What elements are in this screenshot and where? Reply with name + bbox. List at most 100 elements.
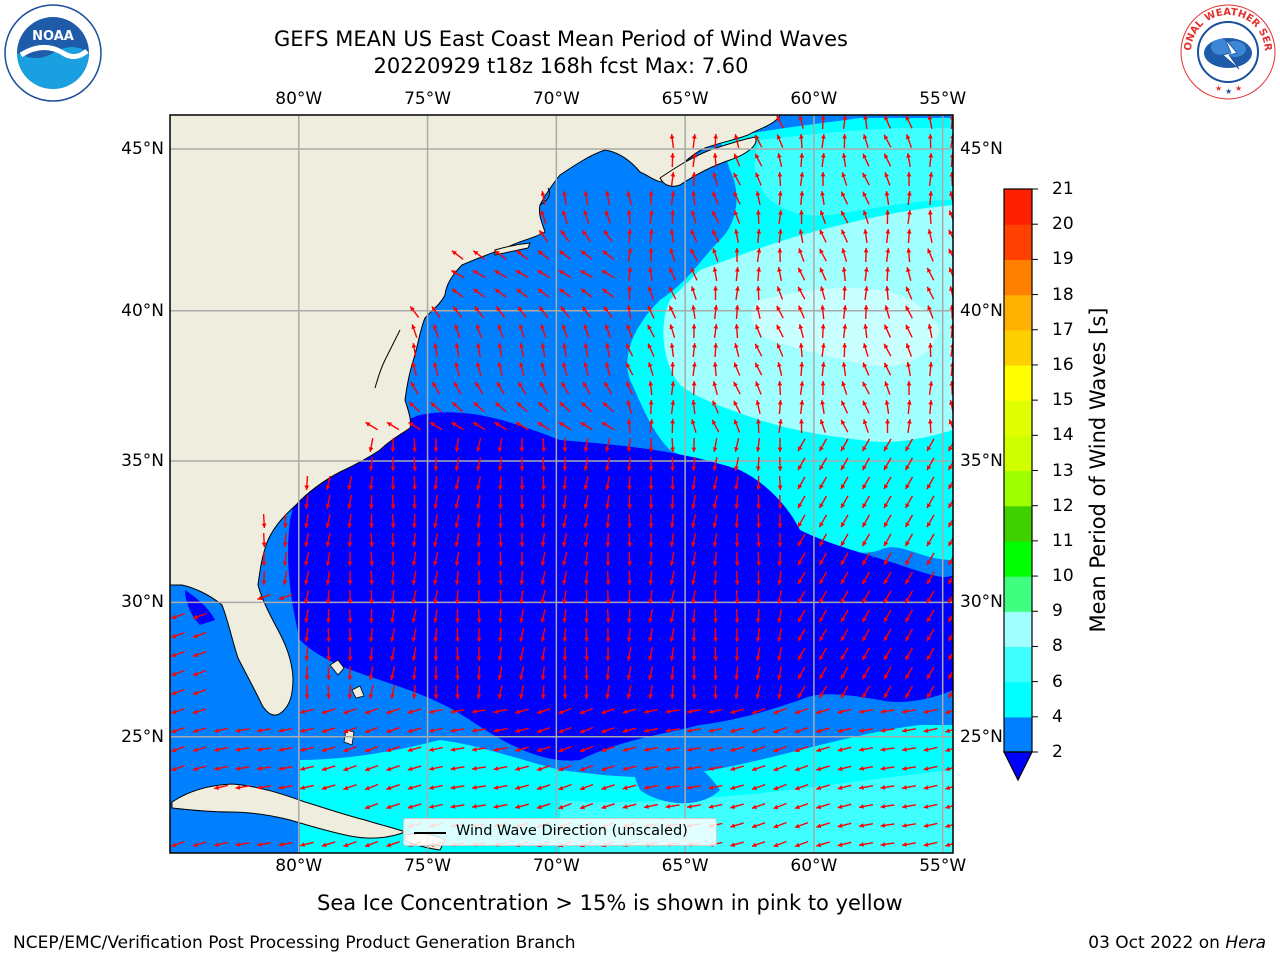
wave-direction-arrowhead xyxy=(776,115,781,121)
lon-tick-label: 75°W xyxy=(404,856,452,876)
lat-tick-label: 25°N xyxy=(960,726,1003,747)
wave-direction-arrowhead xyxy=(647,305,652,311)
wave-direction-arrowhead xyxy=(476,618,482,623)
wave-direction-arrowhead xyxy=(841,674,846,680)
wave-direction-arrowhead xyxy=(408,422,414,427)
wave-direction-arrowhead xyxy=(261,580,267,585)
wave-direction-arrowhead xyxy=(755,305,761,310)
wave-direction-arrowhead xyxy=(626,400,632,406)
wave-direction-arrowhead xyxy=(798,636,803,642)
wave-direction-arrowhead xyxy=(411,637,417,642)
wave-direction-arrowhead xyxy=(407,804,413,809)
wave-direction-arrowhead xyxy=(347,523,352,528)
wave-direction-arrowhead xyxy=(691,561,696,566)
wave-direction-arrowhead xyxy=(282,542,288,547)
wave-direction-arrowhead xyxy=(192,766,198,771)
wave-direction-arrowhead xyxy=(347,618,353,623)
wave-direction-arrowhead xyxy=(321,785,327,791)
wave-direction-arrowhead xyxy=(799,172,805,177)
wave-direction-arrowhead xyxy=(794,747,800,753)
wave-direction-arrowhead xyxy=(583,343,589,348)
wave-direction-arrowhead xyxy=(562,561,567,566)
wave-direction-arrowhead xyxy=(648,523,654,528)
wave-direction-arrowhead xyxy=(304,504,310,509)
wave-direction-arrowhead xyxy=(368,637,374,642)
wave-direction-arrowhead xyxy=(670,400,676,405)
wave-direction-arrowhead xyxy=(605,485,610,490)
wave-direction-arrowhead xyxy=(560,230,566,236)
wave-direction-arrowhead xyxy=(476,580,482,585)
wave-direction-arrowhead xyxy=(433,694,439,699)
wave-direction-arrowhead xyxy=(450,728,456,733)
wave-direction-arrowhead xyxy=(691,694,697,699)
wave-direction-arrowhead xyxy=(734,485,739,490)
wave-direction-arrowhead xyxy=(945,747,951,752)
wave-direction-arrowhead xyxy=(902,823,907,828)
wave-direction-arrowhead xyxy=(691,305,696,310)
colorbar-segment xyxy=(1004,611,1032,648)
wave-direction-arrowhead xyxy=(626,362,631,368)
wave-direction-arrowhead xyxy=(927,560,932,566)
wave-direction-arrowhead xyxy=(369,542,374,547)
wave-direction-arrowhead xyxy=(648,637,653,642)
wave-direction-arrowhead xyxy=(605,447,610,452)
wave-direction-arrowhead xyxy=(347,542,353,547)
wave-direction-arrowhead xyxy=(559,250,565,256)
wave-direction-arrowhead xyxy=(560,306,566,312)
wave-direction-arrowhead xyxy=(670,153,675,158)
wave-direction-arrowhead xyxy=(304,656,310,661)
wave-direction-arrowhead xyxy=(605,561,611,566)
wave-direction-arrowhead xyxy=(278,785,284,790)
wave-direction-arrowhead xyxy=(583,362,589,368)
wave-direction-arrowhead xyxy=(755,637,761,642)
wave-direction-arrowhead xyxy=(819,267,825,273)
wave-direction-arrowhead xyxy=(214,842,219,847)
wave-direction-arrowhead xyxy=(648,362,653,368)
wave-direction-arrowhead xyxy=(540,191,546,196)
wave-direction-arrowhead xyxy=(476,637,482,642)
wave-direction-arrowhead xyxy=(304,580,309,585)
wave-direction-arrowhead xyxy=(515,785,521,790)
legend-label: Wind Wave Direction (unscaled) xyxy=(456,823,688,839)
wave-direction-arrowhead xyxy=(558,766,564,772)
wave-direction-arrowhead xyxy=(669,618,675,623)
wave-direction-arrowhead xyxy=(884,693,889,699)
wave-direction-arrowhead xyxy=(733,419,739,425)
wave-direction-arrowhead xyxy=(583,447,589,452)
wave-direction-arrowhead xyxy=(691,419,696,425)
wave-direction-arrowhead xyxy=(773,823,779,829)
wave-direction-arrowhead xyxy=(407,785,413,790)
wave-direction-arrowhead xyxy=(777,656,782,661)
wave-direction-arrowhead xyxy=(601,766,607,772)
wave-direction-arrowhead xyxy=(884,579,889,585)
wave-direction-arrowhead xyxy=(450,747,456,752)
wave-direction-arrowhead xyxy=(692,153,697,158)
wave-direction-arrowhead xyxy=(472,709,477,714)
wave-direction-arrowhead xyxy=(455,618,460,623)
wave-direction-arrowhead xyxy=(691,381,697,386)
wave-direction-arrowhead xyxy=(691,504,696,509)
wave-direction-arrowhead xyxy=(603,306,609,312)
wave-direction-arrowhead xyxy=(386,785,392,791)
wave-direction-arrowhead xyxy=(691,324,697,329)
wave-direction-arrowhead xyxy=(777,248,783,253)
wave-direction-arrowhead xyxy=(927,674,932,680)
wave-direction-arrowhead xyxy=(626,618,632,623)
period-zone-cyan-n xyxy=(754,128,953,216)
wave-direction-arrowhead xyxy=(841,503,846,509)
wave-direction-arrowhead xyxy=(369,523,374,528)
wave-direction-arrowhead xyxy=(433,504,438,509)
wave-direction-arrowhead xyxy=(819,655,824,661)
wave-direction-arrowhead xyxy=(516,250,522,256)
wave-direction-arrowhead xyxy=(927,286,932,292)
wave-direction-arrowhead xyxy=(648,675,653,680)
wave-direction-arrowhead xyxy=(472,804,477,809)
wave-direction-arrowhead xyxy=(365,747,370,753)
wave-direction-arrowhead xyxy=(562,466,568,471)
wave-direction-arrowhead xyxy=(497,324,502,330)
wave-direction-arrowhead xyxy=(536,728,542,734)
wave-direction-arrowhead xyxy=(712,400,717,406)
host-name: Hera xyxy=(1225,933,1266,953)
wave-direction-arrowhead xyxy=(712,419,717,425)
wave-direction-arrowhead xyxy=(798,579,803,585)
